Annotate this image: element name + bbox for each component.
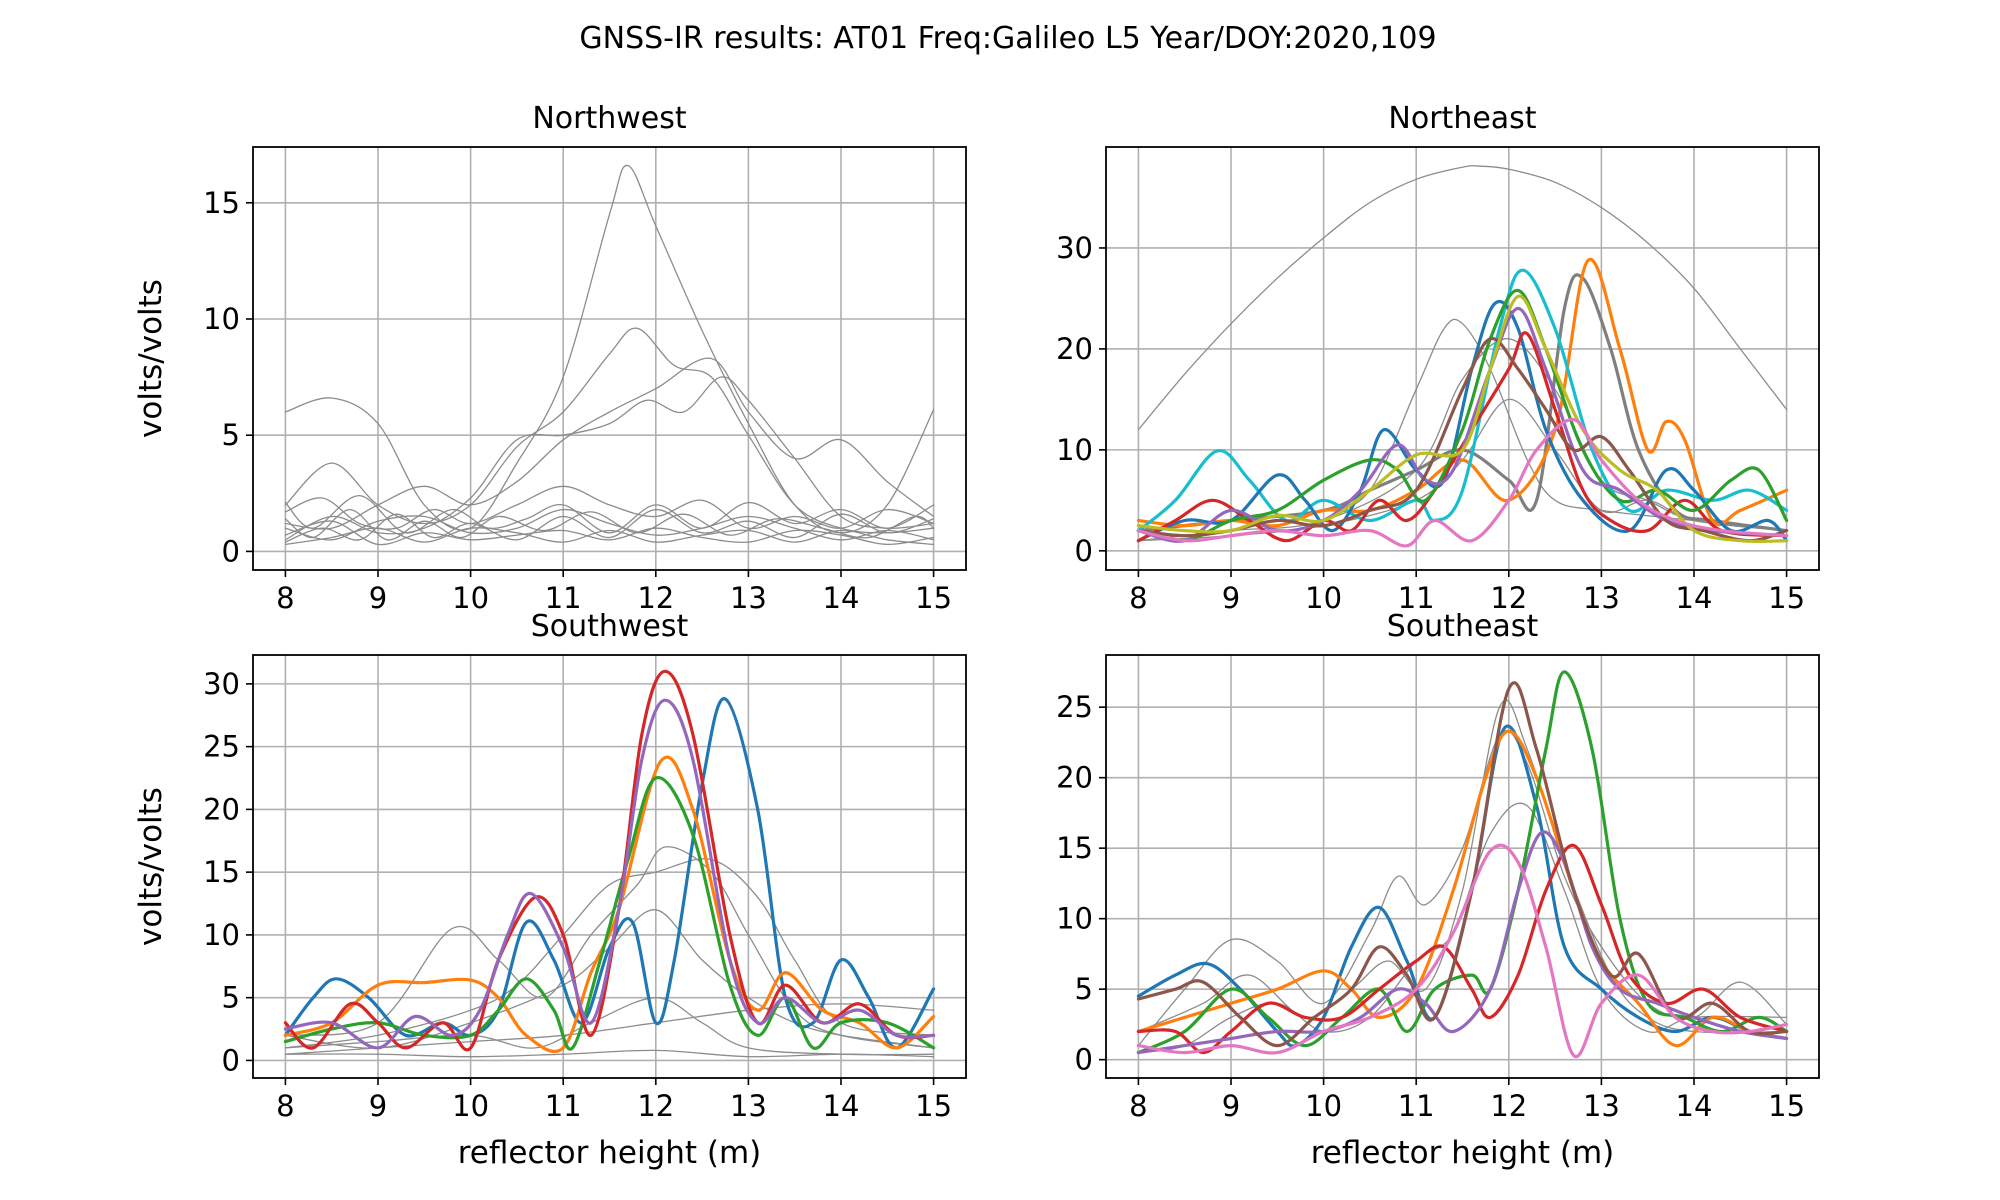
southeast-y-tick-label: 20 [1056, 761, 1093, 795]
southwest-y-tick-label: 15 [203, 855, 240, 889]
northwest-y-tick-label: 5 [222, 418, 240, 452]
northeast-x-tick-label: 8 [1129, 581, 1147, 615]
northwest-series-group [284, 164, 935, 546]
northwest-y-tick-label: 15 [203, 186, 240, 220]
northwest-panel-title: Northwest [532, 101, 687, 136]
northwest-x-tick-label: 10 [452, 581, 489, 615]
northwest-x-tick-label: 13 [730, 581, 767, 615]
southwest-x-tick-label: 10 [452, 1089, 489, 1123]
northwest-x-tick-label: 15 [915, 581, 952, 615]
northwest-panel: 8 9 10 11 12 13 14 15 0 5 10 15 Northwest volts/volts [133, 101, 967, 615]
southeast-x-tick-label: 11 [1398, 1089, 1435, 1123]
northeast-x-tick-label: 9 [1222, 581, 1240, 615]
southwest-plot-frame [252, 654, 967, 1079]
southeast-x-tick-label: 8 [1129, 1089, 1147, 1123]
northwest-failed-series-line [284, 508, 935, 541]
southeast-y-tick-label: 0 [1075, 1043, 1093, 1077]
northeast-plot-frame [1105, 146, 1820, 571]
southeast-panel: 8 9 10 11 12 13 14 15 0 5 10 15 20 25 Southeast reflect… [1056, 609, 1820, 1171]
southwest-y-tick-label: 25 [203, 730, 240, 764]
southwest-panel: 8 9 10 11 12 13 14 15 0 5 10 15 20 25 30 Southwest refle… [133, 609, 967, 1171]
southwest-x-tick-label: 11 [545, 1089, 582, 1123]
southwest-y-tick-label: 5 [222, 981, 240, 1015]
southwest-series-line [283, 698, 936, 1050]
northwest-failed-series-line [284, 357, 935, 530]
northeast-series-line [1136, 294, 1789, 544]
northeast-x-tick-label: 14 [1676, 581, 1713, 615]
southeast-x-tick-label: 9 [1222, 1089, 1240, 1123]
northwest-failed-series-line [284, 508, 935, 543]
southwest-series-line [283, 755, 936, 1054]
southeast-y-tick-label: 15 [1056, 831, 1093, 865]
northwest-y-tick-label: 10 [203, 302, 240, 336]
northwest-plot-frame [252, 146, 967, 571]
southeast-x-tick-label: 13 [1583, 1089, 1620, 1123]
southwest-panel-title: Southwest [531, 609, 689, 644]
southeast-plot-frame [1105, 654, 1820, 1079]
southwest-y-tick-label: 30 [203, 667, 240, 701]
northeast-y-tick-label: 0 [1075, 534, 1093, 568]
figure-title: GNSS-IR results: AT01 Freq:Galileo L5 Ye… [579, 21, 1436, 56]
northeast-panel-title: Northeast [1388, 101, 1536, 136]
southwest-x-tick-label: 12 [637, 1089, 674, 1123]
northeast-y-tick-label: 20 [1056, 332, 1093, 366]
northwest-failed-series-line [284, 327, 935, 534]
southeast-series-line [1136, 681, 1789, 1048]
northwest-x-tick-label: 9 [369, 581, 387, 615]
southeast-y-tick-label: 5 [1075, 972, 1093, 1006]
southwest-x-tick-label: 8 [276, 1089, 294, 1123]
northwest-failed-series-line [284, 164, 935, 534]
northeast-y-tick-label: 30 [1056, 231, 1093, 265]
southwest-x-tick-label: 15 [915, 1089, 952, 1123]
southwest-failed-series-line [284, 997, 935, 1056]
southwest-x-tick-label: 9 [369, 1089, 387, 1123]
southeast-x-tick-label: 12 [1490, 1089, 1527, 1123]
southwest-x-axis-label: reflector height (m) [458, 1135, 762, 1171]
southwest-failed-series-line [284, 1049, 935, 1058]
northwest-y-tick-label: 0 [222, 534, 240, 568]
southeast-failed-series-line [1137, 729, 1788, 1047]
northwest-y-axis-label: volts/volts [133, 279, 169, 438]
northeast-series-line [1136, 417, 1789, 548]
southwest-y-tick-label: 20 [203, 792, 240, 826]
northwest-x-tick-label: 14 [823, 581, 860, 615]
southeast-panel-title: Southeast [1387, 609, 1539, 644]
northeast-x-tick-label: 12 [1490, 581, 1527, 615]
southwest-x-tick-label: 13 [730, 1089, 767, 1123]
southeast-series-line [1136, 729, 1789, 1048]
southeast-series-line [1136, 843, 1789, 1059]
northwest-x-tick-label: 12 [637, 581, 674, 615]
northeast-failed-series-line [1137, 165, 1788, 431]
southeast-x-tick-label: 15 [1768, 1089, 1805, 1123]
northeast-x-tick-label: 10 [1305, 581, 1342, 615]
northeast-x-tick-label: 13 [1583, 581, 1620, 615]
southwest-series-group [283, 669, 936, 1058]
southeast-x-tick-label: 10 [1305, 1089, 1342, 1123]
southeast-x-axis-label: reflector height (m) [1311, 1135, 1615, 1171]
southeast-failed-series-line [1137, 699, 1788, 1034]
northeast-panel: 8 9 10 11 12 13 14 15 0 10 20 30 Northeast [1056, 101, 1820, 615]
southeast-x-tick-label: 14 [1676, 1089, 1713, 1123]
northwest-failed-series-line [284, 508, 935, 541]
southeast-series-line [1136, 830, 1789, 1055]
southwest-x-tick-label: 14 [823, 1089, 860, 1123]
northwest-failed-series-line [284, 494, 935, 534]
northeast-series-group [1136, 165, 1789, 548]
southwest-y-tick-label: 0 [222, 1043, 240, 1077]
southeast-y-tick-label: 10 [1056, 902, 1093, 936]
northeast-x-tick-label: 15 [1768, 581, 1805, 615]
northwest-x-tick-label: 8 [276, 581, 294, 615]
northeast-y-tick-label: 10 [1056, 433, 1093, 467]
southwest-y-axis-label: volts/volts [133, 787, 169, 946]
northwest-failed-series-line [284, 527, 935, 546]
southwest-failed-series-line [284, 1003, 935, 1055]
southwest-y-tick-label: 10 [203, 918, 240, 952]
northeast-x-tick-label: 11 [1398, 581, 1435, 615]
southeast-y-tick-label: 25 [1056, 690, 1093, 724]
northwest-x-tick-label: 11 [545, 581, 582, 615]
southeast-series-group [1136, 670, 1789, 1059]
